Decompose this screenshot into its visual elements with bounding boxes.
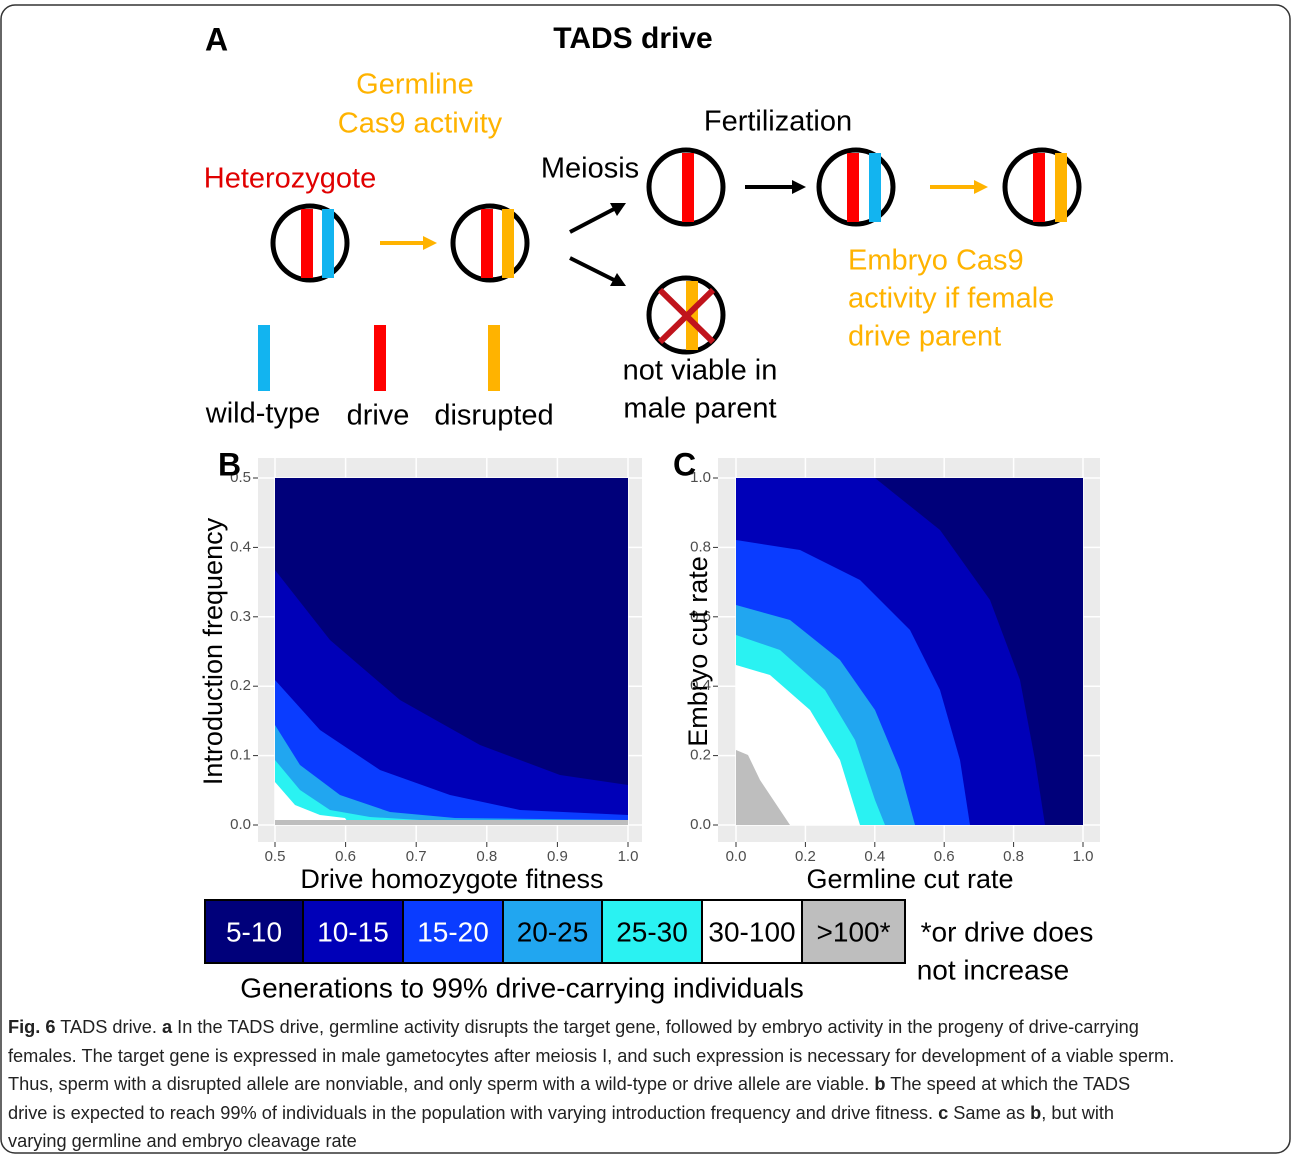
heat-region xyxy=(275,820,628,825)
x-tick-label: 0.4 xyxy=(864,848,885,865)
label: not viable in xyxy=(623,355,778,387)
y-tick-label: 0.2 xyxy=(230,677,251,694)
legend-label: 5-10 xyxy=(226,916,282,947)
legend-label: 10-15 xyxy=(317,916,389,947)
heat-region xyxy=(275,680,628,825)
caption-text: Fig. 6 xyxy=(8,1017,56,1037)
caption-text: b xyxy=(1030,1102,1042,1123)
heat-region xyxy=(736,750,790,825)
y-tick-label: 0.0 xyxy=(230,816,251,833)
y-tick-label: 0.4 xyxy=(690,677,711,694)
legend-swatch xyxy=(601,899,703,964)
label: male parent xyxy=(623,393,776,425)
label: Germline xyxy=(356,69,474,101)
legend-label: 15-20 xyxy=(417,916,489,947)
x-tick-label: 0.9 xyxy=(547,848,568,865)
panel-a: A TADS drive Germline Cas9 activity Hete… xyxy=(204,21,1082,432)
x-tick-label: 0.0 xyxy=(726,848,747,865)
x-tick-label: 0.6 xyxy=(335,848,356,865)
label: activity if female xyxy=(848,283,1054,315)
caption-text: Same as xyxy=(948,1102,1031,1123)
legend-swatch xyxy=(204,899,304,964)
caption-line: Fig. 6 TADS drive. a In the TADS drive, … xyxy=(8,1013,1174,1042)
caption-text: Thus, sperm with a disrupted allele are … xyxy=(8,1074,875,1094)
x-tick-label: 0.8 xyxy=(1003,848,1024,865)
caption-text: The speed at which the TADS xyxy=(885,1074,1131,1094)
legend-label: 20-25 xyxy=(517,916,589,947)
caption-text: a xyxy=(161,1017,173,1037)
x-axis-label: Germline cut rate xyxy=(806,864,1013,894)
x-tick-label: 0.8 xyxy=(476,848,497,865)
arrows xyxy=(380,180,988,286)
legend-label: 25-30 xyxy=(616,916,688,947)
x-tick-label: 1.0 xyxy=(618,848,639,865)
caption-text: females. The target gene is expressed in… xyxy=(8,1045,1175,1066)
panel-title: TADS drive xyxy=(553,22,712,55)
figure-caption: Fig. 6 TADS drive. a In the TADS drive, … xyxy=(8,1013,1174,1156)
y-tick-label: 0.4 xyxy=(230,538,251,555)
heat-region xyxy=(275,760,420,825)
label: Heterozygote xyxy=(204,163,377,195)
legend-label: >100* xyxy=(817,916,891,947)
legend-note: *or drive does xyxy=(921,916,1094,947)
allele-label: drive xyxy=(347,400,410,432)
caption-text: In the TADS drive, germline activity dis… xyxy=(172,1017,1139,1037)
caption-line: Thus, sperm with a disrupted allele are … xyxy=(8,1070,1174,1099)
alleles xyxy=(258,153,1067,391)
y-tick-label: 0.0 xyxy=(690,816,711,833)
heat-region xyxy=(736,665,860,825)
caption-text: c xyxy=(938,1102,949,1123)
caption-text: b xyxy=(874,1074,886,1094)
legend-label: 30-100 xyxy=(708,916,795,947)
legend-swatch xyxy=(701,899,803,964)
x-tick-label: 0.6 xyxy=(934,848,955,865)
y-axis-label: Introduction frequency xyxy=(198,517,228,785)
caption-text: TADS drive. xyxy=(55,1017,162,1037)
allele-label: wild-type xyxy=(205,398,320,430)
x-tick-label: 0.5 xyxy=(265,848,286,865)
caption-line: drive is expected to reach 99% of indivi… xyxy=(8,1099,1174,1128)
caption-text: , but with xyxy=(1041,1102,1115,1123)
cells xyxy=(270,147,1082,355)
y-tick-label: 0.6 xyxy=(690,608,711,625)
y-tick-label: 0.8 xyxy=(690,538,711,555)
label: Cas9 activity xyxy=(338,108,503,140)
label: Meiosis xyxy=(541,153,639,185)
caption-text: drive is expected to reach 99% of indivi… xyxy=(8,1102,939,1123)
panel-letter: A xyxy=(205,21,228,57)
caption-text: varying germline and embryo cleavage rat… xyxy=(8,1131,357,1151)
x-tick-label: 1.0 xyxy=(1073,848,1094,865)
allele-label: disrupted xyxy=(434,400,553,432)
x-tick-label: 0.2 xyxy=(795,848,816,865)
legend-swatch xyxy=(502,899,603,964)
x-axis-label: Drive homozygote fitness xyxy=(300,864,603,894)
y-tick-label: 0.5 xyxy=(230,469,251,486)
label: Fertilization xyxy=(704,106,852,138)
panel-letter: C xyxy=(673,446,696,482)
label: drive parent xyxy=(848,321,1001,353)
caption-line: varying germline and embryo cleavage rat… xyxy=(8,1127,1174,1156)
figure-border xyxy=(0,4,1291,1154)
heat-region xyxy=(275,782,350,825)
y-axis-label: Embryo cut rate xyxy=(683,556,713,747)
legend-swatch xyxy=(801,899,906,964)
legend-swatch xyxy=(302,899,404,964)
caption-line: females. The target gene is expressed in… xyxy=(8,1042,1174,1071)
x-tick-label: 0.7 xyxy=(406,848,427,865)
legend-note: not increase xyxy=(917,954,1070,985)
panel-letter: B xyxy=(218,446,241,482)
y-tick-label: 0.3 xyxy=(230,608,251,625)
y-tick-label: 1.0 xyxy=(690,469,711,486)
legend-title: Generations to 99% drive-carrying indivi… xyxy=(240,972,803,1003)
y-tick-label: 0.1 xyxy=(230,747,251,764)
y-tick-label: 0.2 xyxy=(690,747,711,764)
label: Embryo Cas9 xyxy=(848,245,1024,277)
